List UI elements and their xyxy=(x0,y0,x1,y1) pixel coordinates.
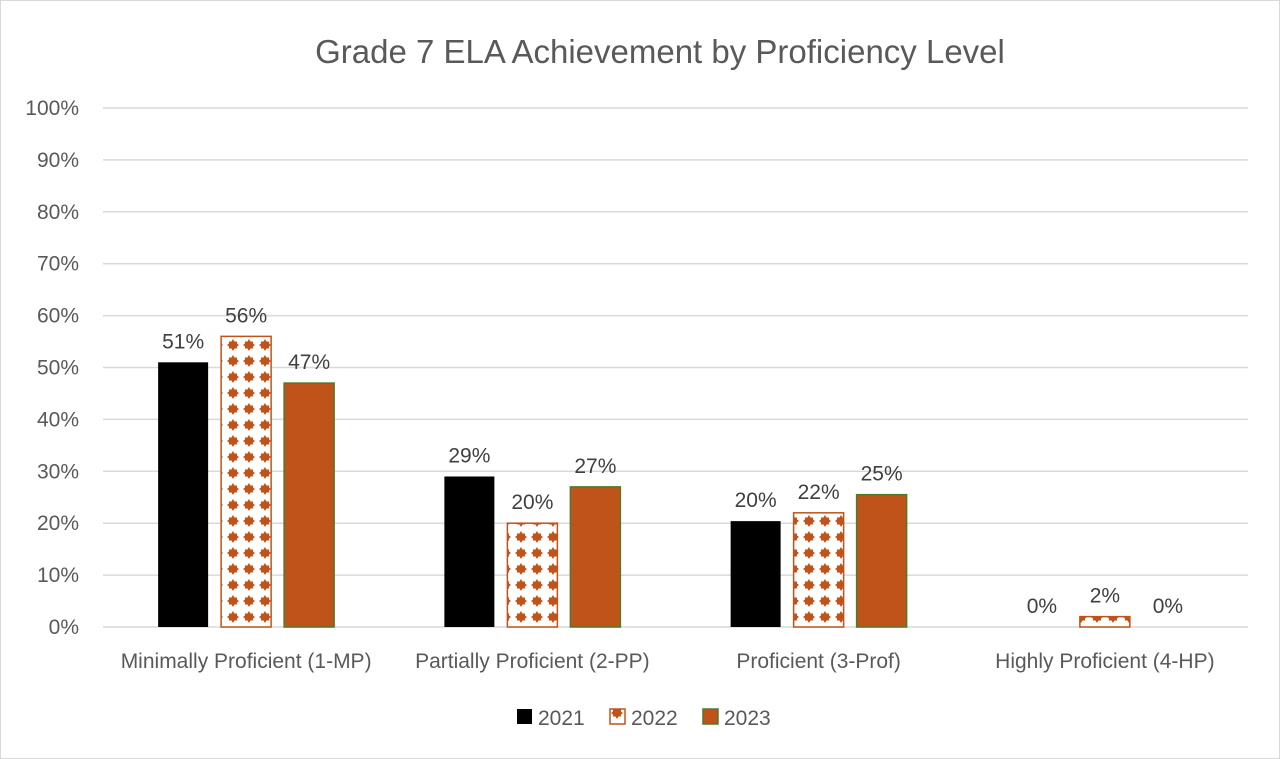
data-label: 22% xyxy=(798,481,840,504)
legend-swatch-2023 xyxy=(702,708,719,725)
legend-swatch-2022 xyxy=(609,708,626,725)
legend: 2021 2022 2023 xyxy=(517,707,771,730)
data-label: 25% xyxy=(861,463,903,486)
y-tick-label: 70% xyxy=(37,253,79,276)
bar-2022-3 xyxy=(1079,615,1131,628)
bar-2021-0 xyxy=(158,362,209,627)
data-label: 29% xyxy=(448,444,490,467)
category-label: Proficient (3-Prof) xyxy=(736,650,901,673)
gridlines xyxy=(103,107,1248,628)
bar-2023-0 xyxy=(283,382,335,628)
bar-2023-1 xyxy=(569,486,622,628)
bar-2022-0 xyxy=(220,335,272,628)
data-labels: 51% 56% 47% 29% 20% 27% 20% 22% 25% 0% 2% 0% xyxy=(162,304,1183,618)
y-tick-label: 10% xyxy=(37,564,79,587)
data-label: 0% xyxy=(1027,595,1057,618)
category-label: Highly Proficient (4-HP) xyxy=(995,650,1214,673)
y-tick-label: 50% xyxy=(37,357,79,380)
y-tick-label: 60% xyxy=(37,305,79,328)
bar-2021-1 xyxy=(444,476,495,627)
data-label: 20% xyxy=(735,489,777,512)
y-axis-ticks: 0% 10% 20% 30% 40% 50% 60% 70% 80% 90% 100% xyxy=(25,97,79,639)
data-label: 2% xyxy=(1090,585,1120,608)
y-tick-label: 90% xyxy=(37,149,79,172)
y-tick-label: 0% xyxy=(49,616,79,639)
data-label: 0% xyxy=(1153,595,1183,618)
legend-swatch-2021 xyxy=(517,709,532,724)
data-label: 27% xyxy=(574,455,616,478)
y-tick-label: 30% xyxy=(37,460,79,483)
legend-label: 2021 xyxy=(538,707,585,730)
x-axis-categories: Minimally Proficient (1-MP) Partially Pro… xyxy=(121,650,1215,673)
category-label: Minimally Proficient (1-MP) xyxy=(121,650,372,673)
y-tick-label: 80% xyxy=(37,201,79,224)
data-label: 51% xyxy=(162,330,204,353)
legend-label: 2022 xyxy=(631,707,678,730)
y-tick-label: 100% xyxy=(25,97,79,120)
bars xyxy=(158,335,1131,628)
bar-2023-2 xyxy=(855,493,908,628)
chart-title: Grade 7 ELA Achievement by Proficiency L… xyxy=(315,33,1005,70)
y-tick-label: 40% xyxy=(37,408,79,431)
data-label: 56% xyxy=(225,304,267,327)
bar-2022-1 xyxy=(506,522,559,628)
data-label: 47% xyxy=(288,351,330,374)
category-label: Partially Proficient (2-PP) xyxy=(415,650,650,673)
y-tick-label: 20% xyxy=(37,512,79,535)
bar-2022-2 xyxy=(792,512,845,628)
bar-2021-2 xyxy=(730,521,781,627)
legend-label: 2023 xyxy=(724,707,771,730)
data-label: 20% xyxy=(511,491,553,514)
